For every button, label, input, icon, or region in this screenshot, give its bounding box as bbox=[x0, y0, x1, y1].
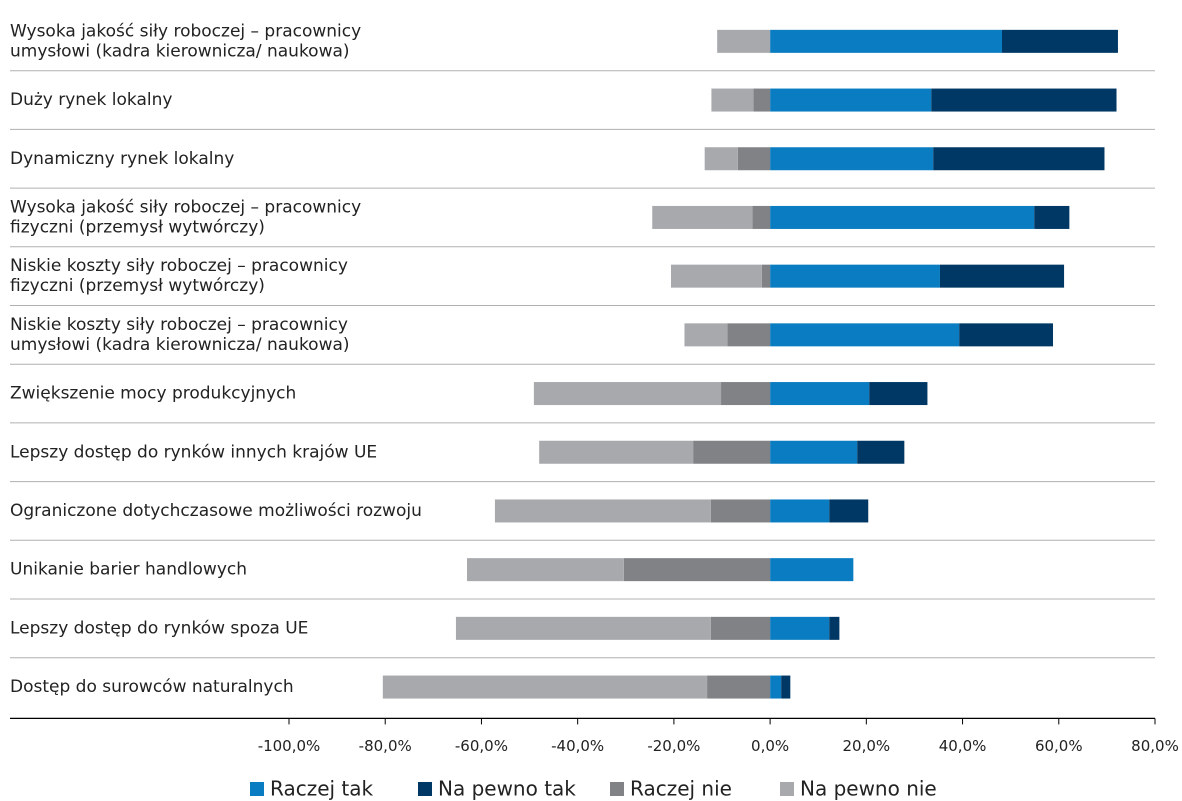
bar-segment bbox=[857, 440, 905, 464]
bar-segment bbox=[1034, 205, 1070, 229]
category-label: fizyczni (przemysł wytwórczy) bbox=[10, 217, 265, 237]
bar-segment bbox=[710, 499, 771, 523]
bar-segment bbox=[753, 88, 771, 112]
category-label: Ograniczone dotychczasowe możliwości roz… bbox=[10, 501, 422, 521]
bar-segment bbox=[684, 323, 728, 347]
category-label: umysłowi (kadra kierownicza/ naukowa) bbox=[10, 335, 350, 355]
bar-segment bbox=[939, 264, 1065, 288]
bar-segment bbox=[770, 675, 782, 699]
x-tick-label: -60,0% bbox=[455, 737, 508, 755]
bar-segment bbox=[727, 323, 771, 347]
category-label: umysłowi (kadra kierownicza/ naukowa) bbox=[10, 41, 350, 61]
bar-segment bbox=[693, 440, 771, 464]
x-tick-label: 40,0% bbox=[939, 737, 987, 755]
bar-segment bbox=[721, 382, 771, 406]
bar-segment bbox=[652, 205, 753, 229]
category-label: Wysoka jakość siły roboczej – pracownicy bbox=[10, 21, 361, 41]
category-label: Duży rynek lokalny bbox=[10, 90, 172, 110]
x-tick-label: 60,0% bbox=[1035, 737, 1083, 755]
bar-segment bbox=[737, 147, 771, 171]
bar-segment bbox=[933, 147, 1105, 171]
bar-segment bbox=[770, 88, 932, 112]
bar-segment bbox=[623, 558, 771, 582]
x-tick-label: -80,0% bbox=[359, 737, 412, 755]
x-tick-label: 20,0% bbox=[843, 737, 891, 755]
legend-swatch bbox=[250, 782, 264, 796]
bar-segment bbox=[707, 675, 771, 699]
legend-label: Raczej tak bbox=[270, 777, 374, 801]
bar-segment bbox=[959, 323, 1054, 347]
bar-segment bbox=[711, 88, 754, 112]
bar-segment bbox=[770, 382, 870, 406]
bar-segment bbox=[931, 88, 1117, 112]
legend-label: Raczej nie bbox=[630, 777, 732, 801]
x-tick-label: -100,0% bbox=[258, 737, 321, 755]
bar-segment bbox=[494, 499, 711, 523]
bar-segment bbox=[1002, 29, 1118, 53]
bar-segment bbox=[467, 558, 624, 582]
bar-segment bbox=[752, 205, 771, 229]
category-label: Wysoka jakość siły roboczej – pracownicy bbox=[10, 197, 361, 217]
bar-segment bbox=[382, 675, 708, 699]
bar-segment bbox=[770, 499, 830, 523]
bar-segment bbox=[761, 264, 771, 288]
bar-segment bbox=[770, 264, 940, 288]
bar-segment bbox=[770, 205, 1035, 229]
bar-segment bbox=[539, 440, 694, 464]
legend-swatch bbox=[780, 782, 794, 796]
legend-label: Na pewno tak bbox=[438, 777, 576, 801]
category-label: Unikanie barier handlowych bbox=[10, 560, 247, 580]
bar-segment bbox=[770, 323, 960, 347]
bar-segment bbox=[770, 29, 1003, 53]
x-tick-label: -40,0% bbox=[551, 737, 604, 755]
x-tick-label: 80,0% bbox=[1131, 737, 1179, 755]
bar-segment bbox=[770, 616, 830, 640]
bar-segment bbox=[770, 440, 858, 464]
bar-segment bbox=[710, 616, 771, 640]
category-label: Niskie koszty siły roboczej – pracownicy bbox=[10, 256, 348, 276]
bar-segment bbox=[717, 29, 771, 53]
legend-swatch bbox=[610, 782, 624, 796]
bar-segment bbox=[781, 675, 791, 699]
legend-swatch bbox=[418, 782, 432, 796]
bar-segment bbox=[829, 616, 840, 640]
bar-segment bbox=[671, 264, 762, 288]
bar-segment bbox=[704, 147, 738, 171]
bar-segment bbox=[770, 558, 854, 582]
category-label: Lepszy dostęp do rynków spoza UE bbox=[10, 618, 308, 638]
category-label: Zwiększenie mocy produkcyjnych bbox=[10, 384, 296, 404]
category-label: Lepszy dostęp do rynków innych krajów UE bbox=[10, 442, 377, 462]
x-tick-label: -20,0% bbox=[647, 737, 700, 755]
category-label: Dynamiczny rynek lokalny bbox=[10, 149, 234, 169]
category-label: fizyczni (przemysł wytwórczy) bbox=[10, 276, 265, 296]
category-label: Niskie koszty siły roboczej – pracownicy bbox=[10, 315, 348, 335]
bar-segment bbox=[829, 499, 869, 523]
bar-segment bbox=[455, 616, 711, 640]
bar-segment bbox=[770, 147, 934, 171]
legend-label: Na pewno nie bbox=[800, 777, 937, 801]
x-tick-label: 0,0% bbox=[751, 737, 789, 755]
bar-segment bbox=[533, 382, 722, 406]
category-label: Dostęp do surowców naturalnych bbox=[10, 677, 294, 697]
bar-segment bbox=[869, 382, 928, 406]
